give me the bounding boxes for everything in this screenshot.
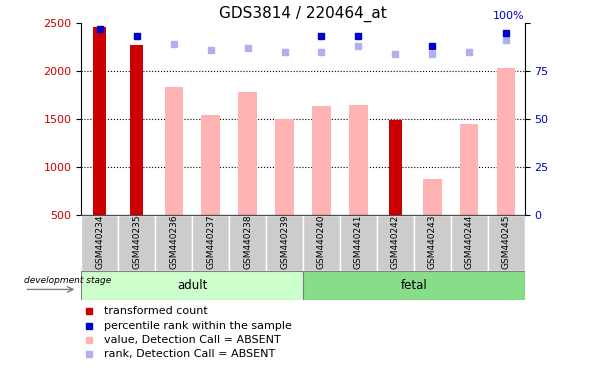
Text: GSM440237: GSM440237 bbox=[206, 214, 215, 269]
Text: GSM440245: GSM440245 bbox=[502, 215, 511, 269]
Bar bbox=[389, 120, 402, 215]
Text: percentile rank within the sample: percentile rank within the sample bbox=[104, 321, 292, 331]
Bar bbox=[192, 215, 229, 271]
Bar bbox=[276, 119, 294, 215]
Bar bbox=[312, 106, 330, 215]
Text: GSM440238: GSM440238 bbox=[243, 214, 252, 269]
Bar bbox=[377, 215, 414, 271]
Bar bbox=[497, 68, 516, 215]
Text: GSM440244: GSM440244 bbox=[465, 215, 474, 269]
Text: GSM440235: GSM440235 bbox=[132, 214, 141, 269]
Title: GDS3814 / 220464_at: GDS3814 / 220464_at bbox=[219, 5, 387, 22]
Bar bbox=[201, 115, 220, 215]
Bar bbox=[118, 215, 156, 271]
Bar bbox=[130, 45, 144, 215]
Text: fetal: fetal bbox=[400, 279, 427, 291]
Text: GSM440236: GSM440236 bbox=[169, 214, 178, 269]
Text: GSM440242: GSM440242 bbox=[391, 215, 400, 269]
Bar bbox=[488, 215, 525, 271]
Bar bbox=[451, 215, 488, 271]
Bar bbox=[340, 215, 377, 271]
Bar bbox=[460, 124, 478, 215]
Bar bbox=[349, 104, 368, 215]
Text: development stage: development stage bbox=[24, 276, 112, 285]
Bar bbox=[414, 215, 451, 271]
Bar bbox=[238, 92, 257, 215]
Text: GSM440241: GSM440241 bbox=[354, 215, 363, 269]
Bar bbox=[165, 88, 183, 215]
Bar bbox=[81, 271, 303, 300]
Text: GSM440243: GSM440243 bbox=[428, 215, 437, 269]
Text: GSM440239: GSM440239 bbox=[280, 214, 289, 269]
Bar bbox=[303, 215, 340, 271]
Bar bbox=[303, 271, 525, 300]
Bar bbox=[93, 27, 106, 215]
Text: rank, Detection Call = ABSENT: rank, Detection Call = ABSENT bbox=[104, 349, 275, 359]
Text: GSM440240: GSM440240 bbox=[317, 215, 326, 269]
Bar bbox=[156, 215, 192, 271]
Text: GSM440234: GSM440234 bbox=[95, 215, 104, 269]
Bar bbox=[266, 215, 303, 271]
Text: value, Detection Call = ABSENT: value, Detection Call = ABSENT bbox=[104, 335, 281, 345]
Bar bbox=[423, 179, 441, 215]
Bar bbox=[81, 215, 118, 271]
Text: 100%: 100% bbox=[493, 11, 525, 21]
Text: adult: adult bbox=[177, 279, 207, 291]
Text: transformed count: transformed count bbox=[104, 306, 208, 316]
Bar bbox=[229, 215, 266, 271]
